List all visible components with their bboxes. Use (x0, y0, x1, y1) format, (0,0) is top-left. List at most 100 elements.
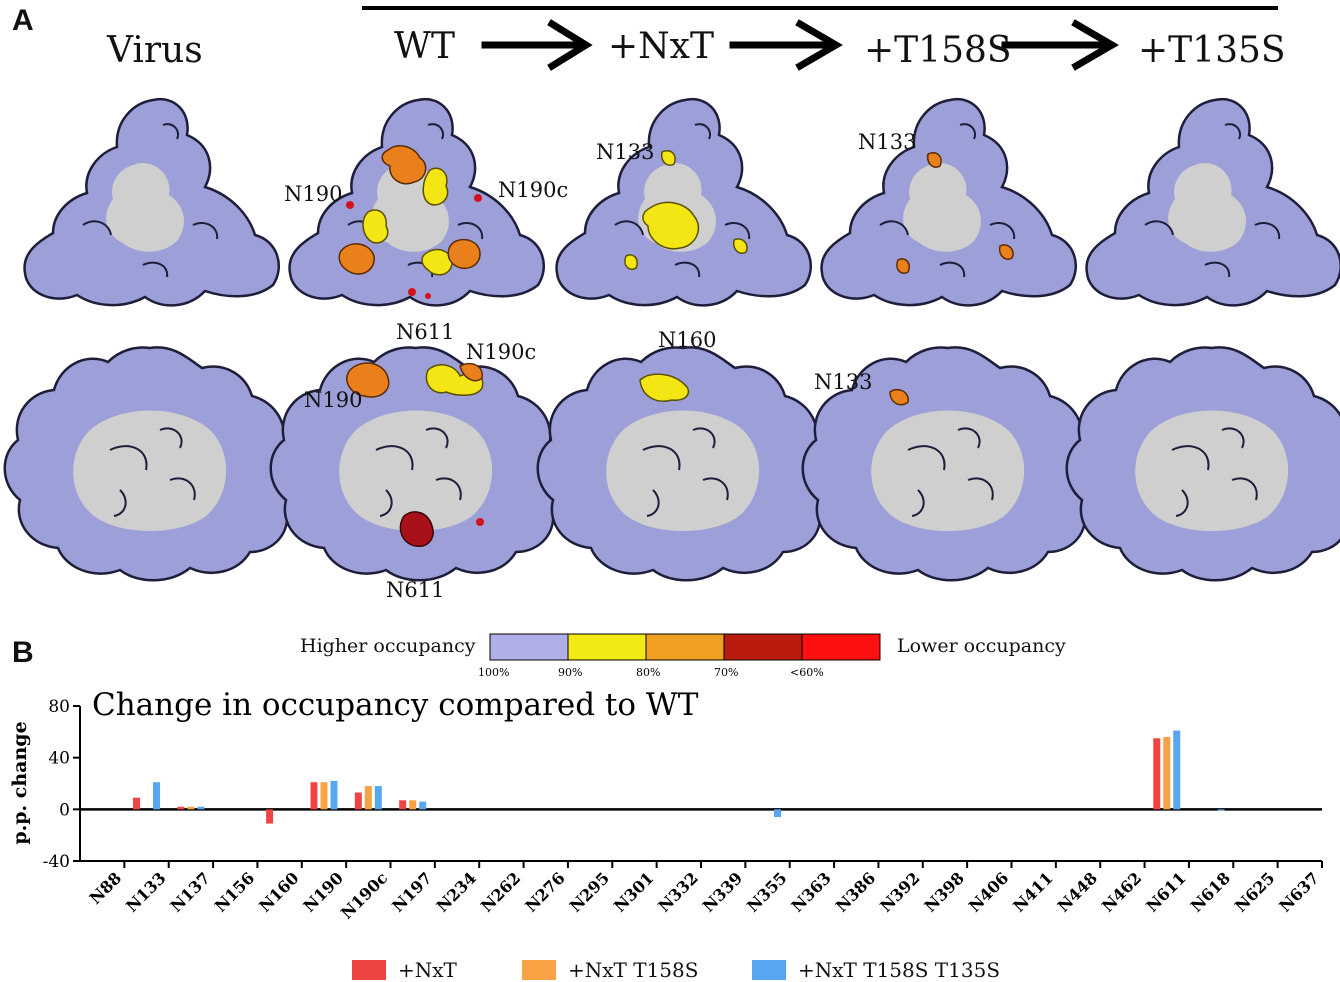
legend-swatch-nxt-t158s (522, 960, 556, 980)
wt-top-yellow-patch-2 (362, 209, 389, 244)
nxt-top-structure (555, 97, 813, 307)
wt-side-yellow-patch (425, 364, 484, 396)
x-tick-label: N611 (1142, 868, 1189, 915)
bar-n190-s2 (330, 780, 338, 810)
x-tick-label: N462 (1098, 868, 1145, 915)
x-tick-label: N406 (965, 868, 1012, 915)
wt-side-red-patch (399, 511, 434, 547)
x-tick-label: N295 (566, 868, 613, 915)
wt-top-orange-patch-2 (338, 243, 375, 275)
x-tick-label: N637 (1275, 868, 1322, 915)
y-tick-label: 40 (48, 749, 70, 769)
legend-label-nxt-t158s-t135s: +NxT T158S T135S (798, 958, 1001, 982)
bar-n355-s2 (774, 809, 782, 818)
wt-top-red-dot-4 (425, 293, 431, 299)
nxt-side-site-n160: N160 (658, 328, 717, 352)
wt-side-orange-patch-2 (459, 362, 483, 382)
nxt-side-yellow-patch (639, 373, 690, 402)
stage-wt-label: WT (394, 26, 456, 67)
nxt-top-site-n133: N133 (596, 140, 655, 164)
wt-side-orange-patch (346, 362, 390, 398)
legend-label-nxt: +NxT (398, 958, 457, 982)
nxt-top-yellow-patch-4 (732, 238, 748, 254)
bar-n190-s1 (320, 782, 328, 810)
x-tick-label: N160 (255, 868, 302, 915)
legend-label-nxt-t158s: +NxT T158S (568, 958, 699, 982)
x-tick-label: N448 (1054, 868, 1101, 915)
legend-swatch-nxt-t158s-t135s (752, 960, 786, 980)
x-tick-label: N190c (337, 868, 391, 922)
scale-bin-60 (801, 633, 881, 661)
legend-item-nxt-t158s: +NxT T158S (522, 958, 698, 982)
wt-side-site-n190c: N190c (466, 340, 537, 364)
scale-bin-80 (645, 633, 725, 661)
occupancy-scale-bar: 100% 90% 80% 70% <60% (478, 633, 881, 679)
t158s-side-site-n133: N133 (814, 370, 873, 394)
t158s-top-orange-patch-1 (926, 152, 942, 168)
x-tick-label: N262 (477, 868, 524, 915)
bar-n160-s0 (266, 809, 274, 824)
occupancy-bar-chart: Change in occupancy compared to WT p.p. … (9, 687, 1323, 923)
bar-n618-s2 (1217, 809, 1225, 811)
wt-top-red-dot-3 (408, 288, 416, 296)
x-tick-label: N398 (921, 868, 968, 915)
nxt-top-yellow-patch-1 (642, 201, 700, 250)
y-tick-label: 0 (59, 800, 70, 820)
wt-top-orange-patch-3 (447, 238, 481, 270)
t158s-top-orange-patch-2 (896, 258, 910, 274)
bar-n197-s0 (399, 800, 407, 810)
bar-n190c-s1 (364, 786, 372, 810)
x-tick-label: N618 (1187, 868, 1234, 915)
stage-t158s-label: +T158S (864, 30, 1012, 71)
scale-label-90: 90% (558, 666, 582, 679)
x-tick-label: N392 (876, 868, 923, 915)
x-tick-label: N156 (211, 868, 258, 915)
x-tick-label: N234 (433, 868, 480, 915)
t158s-side-orange-patch (889, 388, 909, 406)
bar-n133-s2 (153, 782, 161, 810)
t158s-top-orange-patch-3 (998, 244, 1014, 260)
panel-a-letter: A (12, 4, 34, 37)
scale-bin-90 (567, 633, 647, 661)
x-tick-label: N411 (1009, 868, 1056, 915)
bar-n190c-s2 (374, 786, 382, 810)
arrow-3-icon (1001, 19, 1119, 71)
virus-top-structure (23, 97, 281, 307)
legend-item-nxt-t158s-t135s: +NxT T158S T135S (752, 958, 1000, 982)
x-tick-label: N88 (86, 868, 126, 908)
x-tick-label: N339 (699, 868, 746, 915)
wt-top-orange-patch-1 (381, 145, 427, 185)
bar-n137-s0 (177, 806, 185, 810)
x-tick-label: N363 (788, 868, 835, 915)
y-tick-label: 80 (48, 697, 70, 717)
nxt-top-yellow-patch-2 (660, 150, 676, 166)
x-tick-label: N355 (743, 868, 790, 915)
legend-swatch-nxt (352, 960, 386, 980)
bar-n133-s0 (133, 797, 141, 810)
nxt-side-structure (536, 346, 832, 582)
scale-bin-100 (489, 633, 569, 661)
bar-n190-s0 (310, 782, 318, 810)
occupancy-scale-right-label: Lower occupancy (897, 635, 1066, 657)
x-tick-label: N133 (122, 868, 169, 915)
bar-n611-s1 (1163, 737, 1171, 810)
stage-nxt-label: +NxT (608, 26, 714, 67)
wt-top-red-dot-2 (474, 194, 482, 202)
chart-ylabel: p.p. change (9, 721, 31, 844)
stage-virus-label: Virus (107, 30, 203, 71)
x-tick-label: N301 (610, 868, 657, 915)
protein-structures (3, 97, 1340, 582)
wt-side-red-dot (476, 518, 484, 526)
wt-top-red-dot-1 (346, 201, 354, 209)
legend-item-nxt: +NxT (352, 958, 457, 982)
t158s-top-site-n133: N133 (858, 130, 917, 154)
stage-t135s-label: +T135S (1138, 30, 1286, 71)
y-tick-label: -40 (43, 852, 70, 872)
x-tick-label: N386 (832, 868, 879, 915)
virus-side-structure (3, 346, 299, 582)
x-tick-label: N332 (654, 868, 701, 915)
occupancy-scale-left-label: Higher occupancy (300, 635, 476, 657)
nxt-top-yellow-patch-3 (624, 254, 638, 270)
t135s-top-structure (1085, 97, 1340, 307)
panel-b-letter: B (12, 636, 34, 669)
